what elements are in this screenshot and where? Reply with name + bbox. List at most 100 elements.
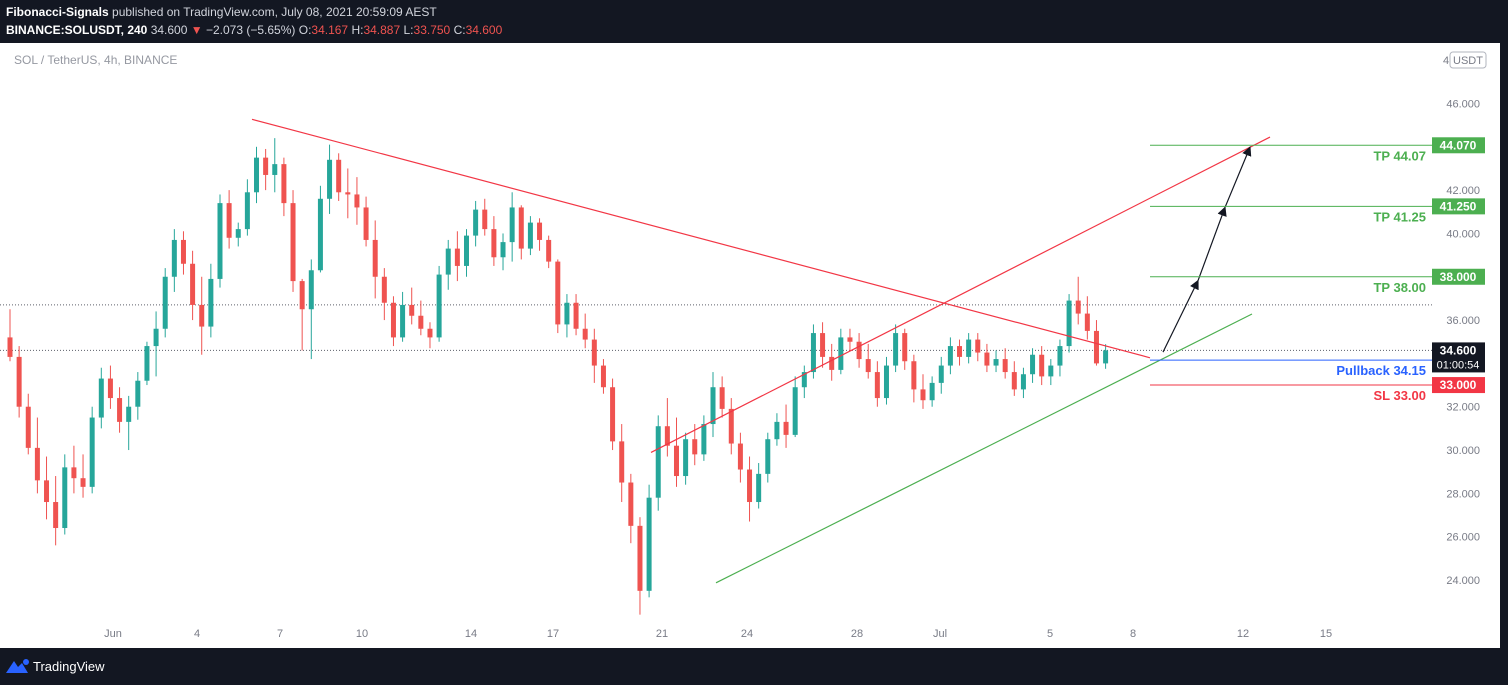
candle-body[interactable] [400,304,406,338]
projection-arrow[interactable] [1162,279,1199,353]
candle-body[interactable] [728,408,734,444]
candle-body[interactable] [555,261,561,325]
candle-body[interactable] [537,222,543,240]
candle-body[interactable] [62,467,68,529]
footer-brand[interactable]: TradingView [33,659,105,674]
candle-body[interactable] [263,157,269,175]
candle-body[interactable] [390,302,396,338]
candle-body[interactable] [911,361,917,390]
candle-body[interactable] [500,242,506,258]
candle-body[interactable] [71,467,77,479]
candle-body[interactable] [363,207,369,240]
candle-body[interactable] [692,439,698,455]
level-price-tag[interactable] [1432,268,1485,285]
candle-body[interactable] [445,248,451,275]
candle-body[interactable] [327,159,333,199]
candle-body[interactable] [564,302,570,325]
candle-body[interactable] [464,235,469,266]
candle-body[interactable] [308,270,314,310]
candle-body[interactable] [847,337,853,342]
candle-body[interactable] [673,445,679,477]
candle-body[interactable] [820,333,826,357]
candle-body[interactable] [920,389,926,401]
candle-body[interactable] [16,356,22,407]
candle-body[interactable] [217,203,223,279]
candle-body[interactable] [345,192,351,195]
candle-body[interactable] [856,341,862,360]
ascending-support-line[interactable] [715,313,1253,584]
candle-body[interactable] [153,328,159,347]
candle-body[interactable] [7,337,13,357]
candle-body[interactable] [1011,372,1017,390]
candle-body[interactable] [226,203,232,238]
candle-body[interactable] [993,359,999,366]
candle-body[interactable] [947,346,953,366]
level-price-tag[interactable] [1432,137,1485,154]
candle-body[interactable] [126,406,132,422]
candle-body[interactable] [810,333,816,373]
candle-body[interactable] [509,207,515,243]
candle-body[interactable] [1030,354,1036,375]
candle-body[interactable] [98,378,104,418]
candle-body[interactable] [774,421,780,440]
candle-body[interactable] [290,203,296,282]
candle-body[interactable] [25,406,31,448]
candle-body[interactable] [1057,346,1063,366]
candle-body[interactable] [317,198,323,271]
candle-body[interactable] [34,447,40,481]
candle-body[interactable] [162,276,168,329]
candle-body[interactable] [765,439,771,474]
candle-body[interactable] [929,382,935,401]
candle-body[interactable] [737,443,743,470]
candle-body[interactable] [783,421,789,435]
candle-body[interactable] [354,194,360,208]
candle-body[interactable] [53,502,59,529]
candle-body[interactable] [1048,365,1054,377]
tradingview-logo-icon[interactable] [6,658,32,674]
candle-body[interactable] [829,356,835,370]
candle-body[interactable] [190,263,196,305]
candle-body[interactable] [171,239,177,277]
candle-body[interactable] [418,315,424,329]
ascending-channel-top-line[interactable] [650,136,1271,453]
candle-body[interactable] [473,209,479,236]
candle-body[interactable] [747,469,753,503]
candle-body[interactable] [1103,350,1109,364]
author-name[interactable]: Fibonacci-Signals [6,5,109,19]
candle-body[interactable] [482,209,488,230]
projection-arrow[interactable] [1197,206,1227,281]
candle-body[interactable] [582,328,588,340]
candle-body[interactable] [1066,300,1072,347]
candle-body[interactable] [1039,354,1045,377]
candle-body[interactable] [719,387,725,409]
candle-body[interactable] [600,365,606,388]
candle-body[interactable] [527,222,533,249]
candle-body[interactable] [975,339,981,353]
candle-body[interactable] [1020,374,1026,390]
candle-body[interactable] [637,525,643,591]
candle-body[interactable] [966,339,972,357]
candle-body[interactable] [865,359,871,373]
candle-body[interactable] [409,304,415,316]
candle-body[interactable] [44,480,50,503]
level-price-tag[interactable] [1432,198,1485,215]
candle-body[interactable] [199,304,205,327]
candle-body[interactable] [89,417,95,487]
currency-badge[interactable] [1449,51,1487,69]
candle-body[interactable] [281,164,287,204]
candle-body[interactable] [427,328,433,338]
candle-body[interactable] [610,387,616,442]
candle-body[interactable] [336,159,342,193]
candle-body[interactable] [244,192,250,230]
candle-body[interactable] [381,276,387,303]
candle-body[interactable] [883,365,889,399]
candle-body[interactable] [628,482,634,526]
candle-body[interactable] [893,333,899,366]
candle-body[interactable] [107,378,113,399]
candle-body[interactable] [591,339,597,366]
candle-body[interactable] [756,473,762,503]
candle-body[interactable] [254,157,260,193]
last-price-tag[interactable] [1432,342,1485,373]
candle-body[interactable] [272,164,278,175]
candle-body[interactable] [518,207,524,249]
